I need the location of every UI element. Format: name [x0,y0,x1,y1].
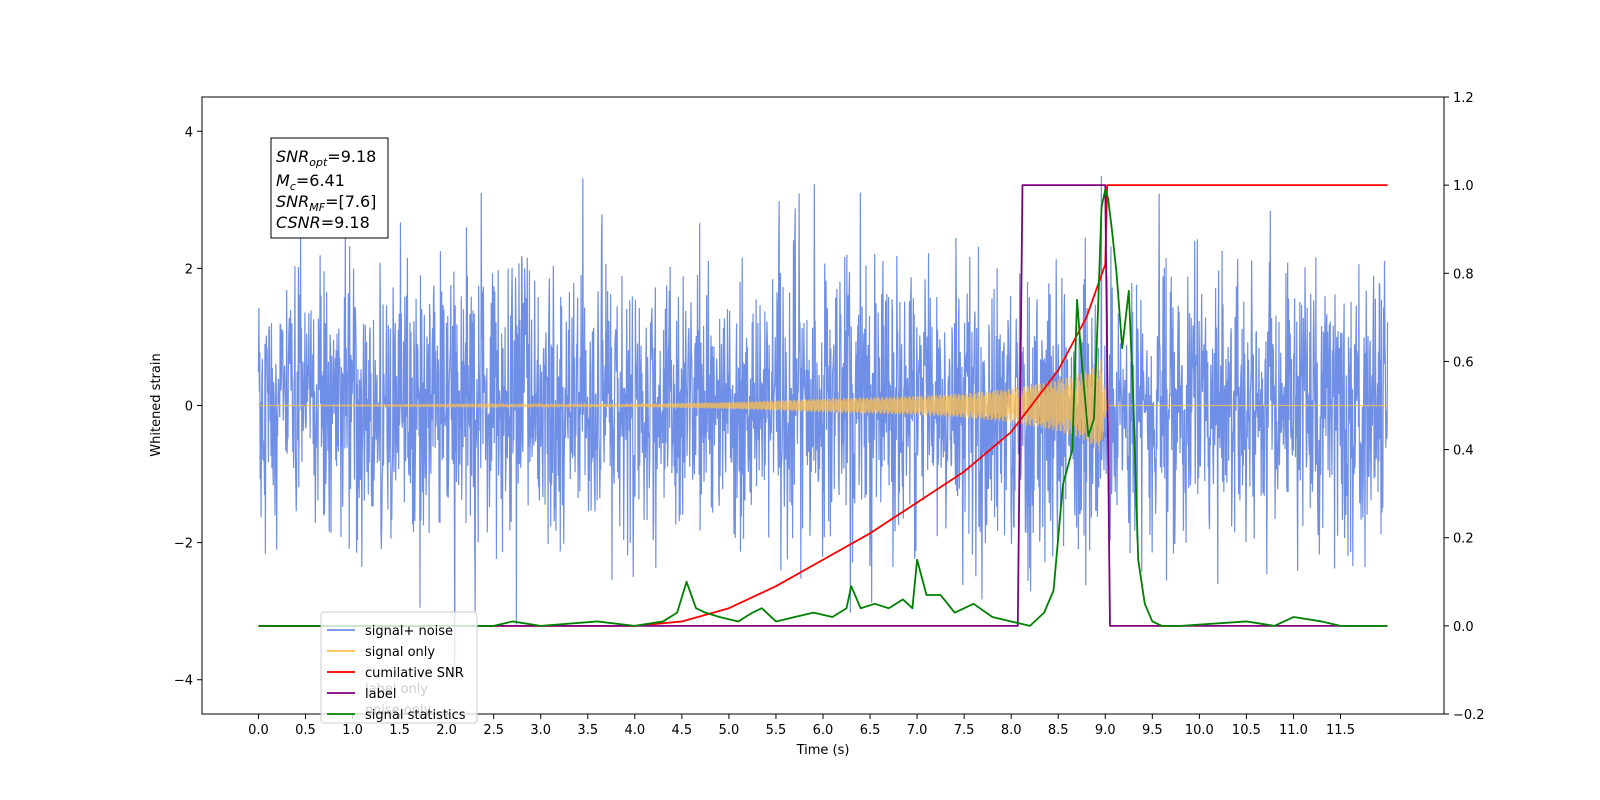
x-tick-label: 6.0 [813,723,834,738]
x-tick-label: 5.5 [766,723,787,738]
x-tick-label: 10.0 [1185,723,1214,738]
legend: label only noise only signal+ noise signa… [320,611,478,724]
y-tick-label: 0 [185,400,193,415]
legend-ghost-noise-only: noise only [365,703,432,718]
legend-label: signal statistics [365,708,466,723]
info-snr-opt: SNRopt=9.18 [276,147,376,169]
x-tick-label: 9.0 [1095,723,1116,738]
x-tick-label: 1.0 [342,723,363,738]
info-box: SNRopt=9.18 Mc=6.41 SNRMF=[7.6] CSNR=9.1… [270,137,389,239]
y-tick-label: 4 [185,125,193,140]
plot-layer [257,176,1389,679]
x-tick-label: 11.0 [1279,723,1308,738]
x-tick-label: 6.5 [860,723,881,738]
x-tick-label: 2.5 [483,723,504,738]
series-signal-statistics [258,188,1388,627]
legend-frame [320,611,478,724]
legend-ghost-label-only: label only [365,682,428,697]
x-tick-label: 7.5 [954,723,975,738]
x-tick-label: 3.5 [577,723,598,738]
x-tick-label: 4.5 [672,723,693,738]
info-snr-mf: SNRMF=[7.6] [276,192,376,214]
axes-layer: 0.0 0.5 1.0 1.5 2.0 2.5 3.0 3.5 4.0 4.5 5.0 5.5 6.0 6… [174,91,1485,738]
x-tick-label: 8.5 [1048,723,1069,738]
series-label [258,184,1388,627]
y2-tick-label: 1.2 [1453,91,1474,106]
info-mc: Mc=6.41 [276,171,345,193]
x-axis-title: Time (s) [796,743,850,758]
x-tick-label: 8.0 [1001,723,1022,738]
x-tick-label: 7.0 [907,723,928,738]
y2-tick-label: 0.6 [1453,355,1474,370]
y2-tick-label: −0.2 [1453,708,1485,723]
x-tick-label: 9.5 [1142,723,1163,738]
x-tick-label: 0.5 [295,723,316,738]
y-tick-label: −4 [174,674,193,689]
y2-tick-label: 0.4 [1453,444,1474,459]
series-signal-noise [257,176,1389,679]
y2-tick-label: 0.8 [1453,267,1474,282]
y-tick-label: 2 [185,262,193,277]
x-tick-label: 1.5 [389,723,410,738]
info-csnr: CSNR=9.18 [276,213,370,232]
legend-label: signal+ noise [365,624,453,639]
x-tick-label: 5.0 [719,723,740,738]
legend-label: signal only [365,645,435,660]
x-tick-label: 4.0 [624,723,645,738]
legend-label: cumilative SNR [365,666,464,681]
legend-label: label [365,687,396,702]
y2-tick-label: 0.0 [1453,620,1474,635]
y-tick-label: −2 [174,537,193,552]
y2-tick-label: 0.2 [1453,532,1474,547]
x-tick-label: 3.0 [530,723,551,738]
x-tick-label: 0.0 [248,723,269,738]
x-tick-label: 10.5 [1232,723,1261,738]
x-tick-label: 2.0 [436,723,457,738]
y-axis-title: Whitened strain [149,353,164,456]
x-tick-label: 11.5 [1326,723,1355,738]
y2-tick-label: 1.0 [1453,179,1474,194]
info-box-frame [270,137,389,239]
series-signal-only [258,359,1388,452]
